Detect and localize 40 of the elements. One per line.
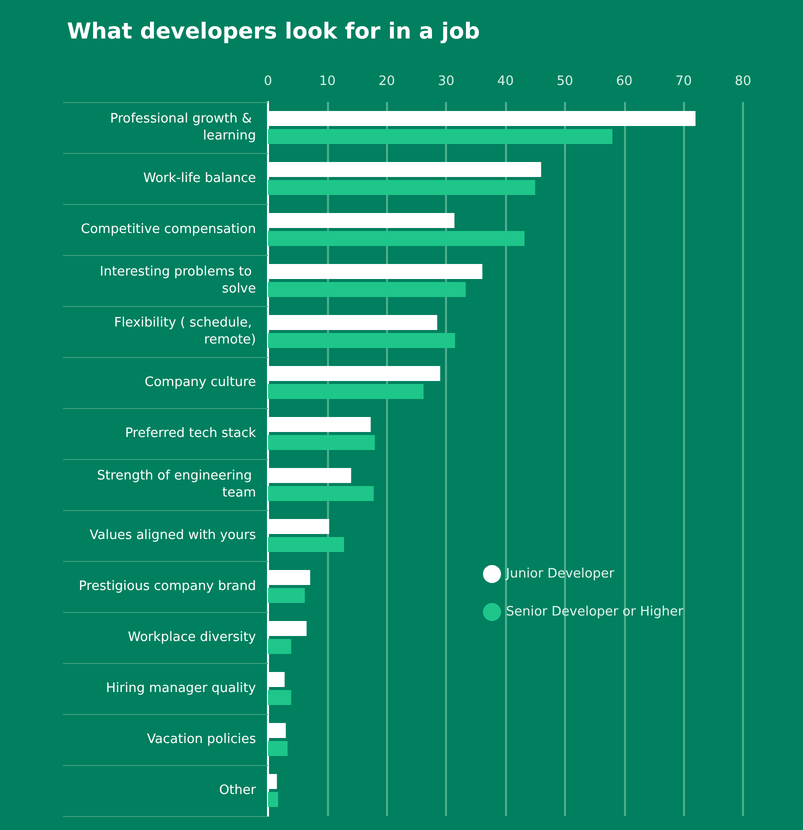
x-tick-label: 20: [378, 74, 396, 89]
bar: [268, 231, 524, 246]
bar: [268, 639, 292, 654]
y-tick-label: Company culture: [144, 375, 256, 390]
y-tick-label: Work-life balance: [143, 171, 256, 186]
y-tick-label: Strength of engineering team: [97, 468, 256, 500]
y-tick-label: Workplace diversity: [128, 630, 256, 645]
y-tick-label: Hiring manager quality: [106, 681, 256, 696]
y-tick-label: Other: [219, 783, 257, 798]
y-tick-label: Prestigious company brand: [78, 579, 256, 594]
y-tick-label: Vacation policies: [147, 732, 256, 747]
y-tick-label: Values aligned with yours: [90, 528, 256, 543]
bar: [268, 333, 456, 348]
bar: [268, 690, 292, 705]
y-tick-label: Competitive compensation: [80, 222, 256, 237]
bar: [268, 792, 278, 807]
legend-label: Junior Developer: [505, 566, 615, 582]
bar: [268, 129, 612, 144]
bar: [268, 588, 305, 603]
bar: [268, 180, 536, 195]
bar: [268, 537, 344, 552]
x-tick-label: 0: [264, 74, 272, 89]
x-tick-label: 30: [438, 74, 454, 89]
bar: [268, 384, 424, 399]
y-tick-label: Preferred tech stack: [125, 426, 256, 441]
x-tick-label: 40: [497, 74, 514, 89]
x-tick-label: 70: [675, 74, 692, 89]
bar: [268, 435, 375, 450]
bar: [268, 486, 374, 501]
bar: [268, 282, 466, 297]
chart-title: What developers look for in a job: [67, 20, 480, 44]
x-tick-label: 60: [616, 74, 633, 89]
y-tick-label: Professional growth & learning: [110, 112, 256, 144]
x-tick-label: 80: [734, 74, 752, 89]
x-tick-label: 10: [319, 74, 336, 89]
legend-label: Senior Developer or Higher: [506, 604, 684, 620]
y-tick-label: Interesting problems to solve: [100, 264, 256, 296]
y-tick-label: Flexibility ( schedule, remote): [114, 316, 256, 348]
bar: [268, 741, 288, 756]
x-tick-label: 50: [556, 74, 574, 89]
